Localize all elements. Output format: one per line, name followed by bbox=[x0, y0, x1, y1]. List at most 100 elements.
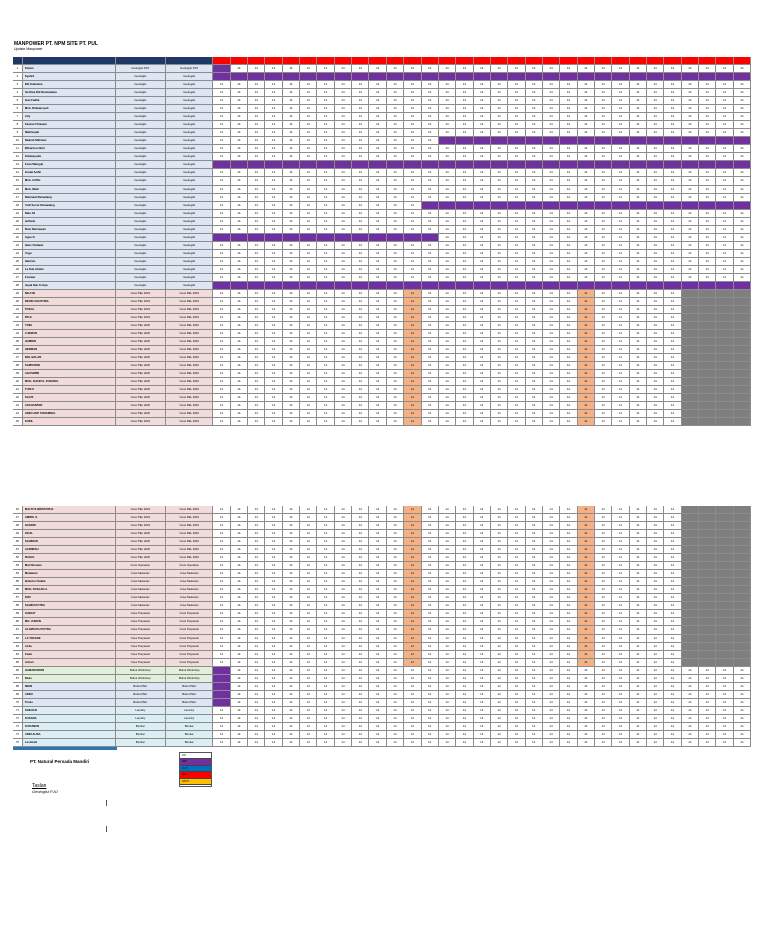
day-cell: 14 bbox=[438, 241, 457, 250]
day-cell: 14 bbox=[230, 137, 249, 146]
employee-position-2: Crew PEL 2020 bbox=[166, 354, 214, 363]
day-cell: 14 bbox=[542, 145, 561, 154]
day-cell: 14 bbox=[369, 129, 387, 138]
employee-name: ASCHANTER bbox=[22, 402, 116, 411]
day-cell: 14 bbox=[248, 217, 266, 226]
day-cell: 14 bbox=[594, 674, 613, 683]
table-row: 1 Taslan Geologist PJO Geologist PJO 14 14 14 1… bbox=[13, 65, 752, 74]
day-cell: 14 bbox=[733, 257, 752, 266]
table-row: 68 IWAN Bubut PEC Bubut PEC 14 14 14 14 14 14 14 14… bbox=[13, 682, 752, 691]
employee-position: Crew PEL 2023 bbox=[115, 297, 166, 306]
day-cell: 14 bbox=[577, 642, 595, 651]
day-cell: 14 bbox=[456, 177, 474, 186]
day-cell: 14 bbox=[265, 738, 283, 747]
day-cell: 14 bbox=[282, 322, 301, 331]
day-cell: 14 bbox=[300, 722, 318, 731]
day-cell: 14 bbox=[646, 265, 665, 274]
employee-position: Geologist bbox=[115, 225, 166, 234]
day-cell: 14 bbox=[629, 554, 647, 563]
day-cell: 14 bbox=[577, 722, 595, 731]
day-cell bbox=[699, 570, 717, 579]
day-cell bbox=[577, 281, 595, 290]
day-cell: 14 bbox=[716, 177, 734, 186]
header-day-cell bbox=[282, 57, 301, 66]
day-cell: 14 bbox=[317, 370, 335, 379]
day-cell: 14 bbox=[369, 273, 387, 282]
day-cell: 14 bbox=[300, 129, 318, 138]
day-cell: 14 bbox=[369, 121, 387, 130]
day-cell: 14 bbox=[369, 265, 387, 274]
day-cell: 14 bbox=[577, 297, 595, 306]
day-cell: 14 bbox=[369, 538, 387, 547]
day-cell: 14 bbox=[594, 714, 613, 723]
row-number: 49 bbox=[13, 530, 23, 539]
day-cell bbox=[681, 305, 699, 314]
day-cell: 14 bbox=[560, 386, 578, 395]
day-cell: 14 bbox=[560, 634, 578, 643]
day-cell: 14 bbox=[352, 538, 370, 547]
day-cell: 14 bbox=[508, 233, 526, 242]
employee-position-2: Geologist bbox=[166, 249, 214, 258]
day-cell bbox=[699, 610, 717, 619]
day-cell: 14 bbox=[438, 89, 457, 98]
day-cell: 14 bbox=[716, 81, 734, 90]
day-cell: 14 bbox=[213, 714, 231, 723]
day-cell bbox=[317, 281, 335, 290]
day-cell: 14 bbox=[352, 698, 370, 707]
day-cell: 14 bbox=[352, 634, 370, 643]
row-number: 60 bbox=[13, 618, 23, 627]
day-cell: 14 bbox=[265, 650, 283, 659]
day-cell: 14 bbox=[386, 506, 405, 515]
day-cell: 14 bbox=[456, 546, 474, 555]
day-cell: 14 bbox=[386, 522, 405, 531]
day-cell: 14 bbox=[456, 265, 474, 274]
day-cell: 14 bbox=[230, 193, 249, 202]
day-cell: 14 bbox=[404, 89, 422, 98]
day-cell: 14 bbox=[386, 257, 405, 266]
day-cell: 14 bbox=[248, 690, 266, 699]
day-cell: 14 bbox=[577, 650, 595, 659]
day-cell: 14 bbox=[230, 177, 249, 186]
day-cell: 14 bbox=[369, 642, 387, 651]
employee-position: Crew PEL 2020 bbox=[115, 530, 166, 539]
row-number: 35 bbox=[13, 338, 23, 347]
day-cell: 14 bbox=[404, 618, 422, 627]
day-cell: 14 bbox=[282, 674, 301, 683]
employee-position-2: Crew PEL 2023 bbox=[166, 522, 214, 531]
day-cell: 14 bbox=[317, 586, 335, 595]
day-cell: 14 bbox=[248, 666, 266, 675]
day-cell: 14 bbox=[508, 738, 526, 747]
day-cell: 14 bbox=[248, 322, 266, 331]
day-cell bbox=[699, 418, 717, 427]
day-cell: 14 bbox=[386, 602, 405, 611]
day-cell: 14 bbox=[421, 257, 439, 266]
day-cell: 14 bbox=[317, 410, 335, 419]
signature-line bbox=[106, 800, 107, 806]
day-cell: 14 bbox=[265, 217, 283, 226]
day-cell: 14 bbox=[577, 530, 595, 539]
day-cell: 14 bbox=[265, 402, 283, 411]
employee-position: Crew PEL 2020 bbox=[115, 370, 166, 379]
day-cell bbox=[594, 201, 613, 210]
day-cell bbox=[421, 161, 439, 170]
day-cell: 14 bbox=[438, 346, 457, 355]
day-cell bbox=[404, 281, 422, 290]
day-cell: 14 bbox=[404, 738, 422, 747]
day-cell: 14 bbox=[542, 546, 561, 555]
day-cell: 14 bbox=[456, 185, 474, 194]
employee-name: Irsan Wangoji bbox=[22, 161, 116, 170]
day-cell: 14 bbox=[612, 610, 630, 619]
day-cell: 14 bbox=[525, 65, 543, 74]
day-cell: 14 bbox=[404, 201, 422, 210]
day-cell: 14 bbox=[352, 105, 370, 114]
day-cell: 14 bbox=[438, 658, 457, 667]
day-cell: 14 bbox=[490, 546, 509, 555]
employee-position-2: Geologist PJO bbox=[166, 65, 214, 74]
day-cell bbox=[490, 161, 509, 170]
employee-name: SALDI bbox=[22, 394, 116, 403]
day-cell: 14 bbox=[213, 257, 231, 266]
header-day-cell bbox=[438, 57, 457, 66]
employee-name: Rahmadi Ramadang bbox=[22, 193, 116, 202]
day-cell bbox=[681, 322, 699, 331]
day-cell: 14 bbox=[490, 169, 509, 178]
